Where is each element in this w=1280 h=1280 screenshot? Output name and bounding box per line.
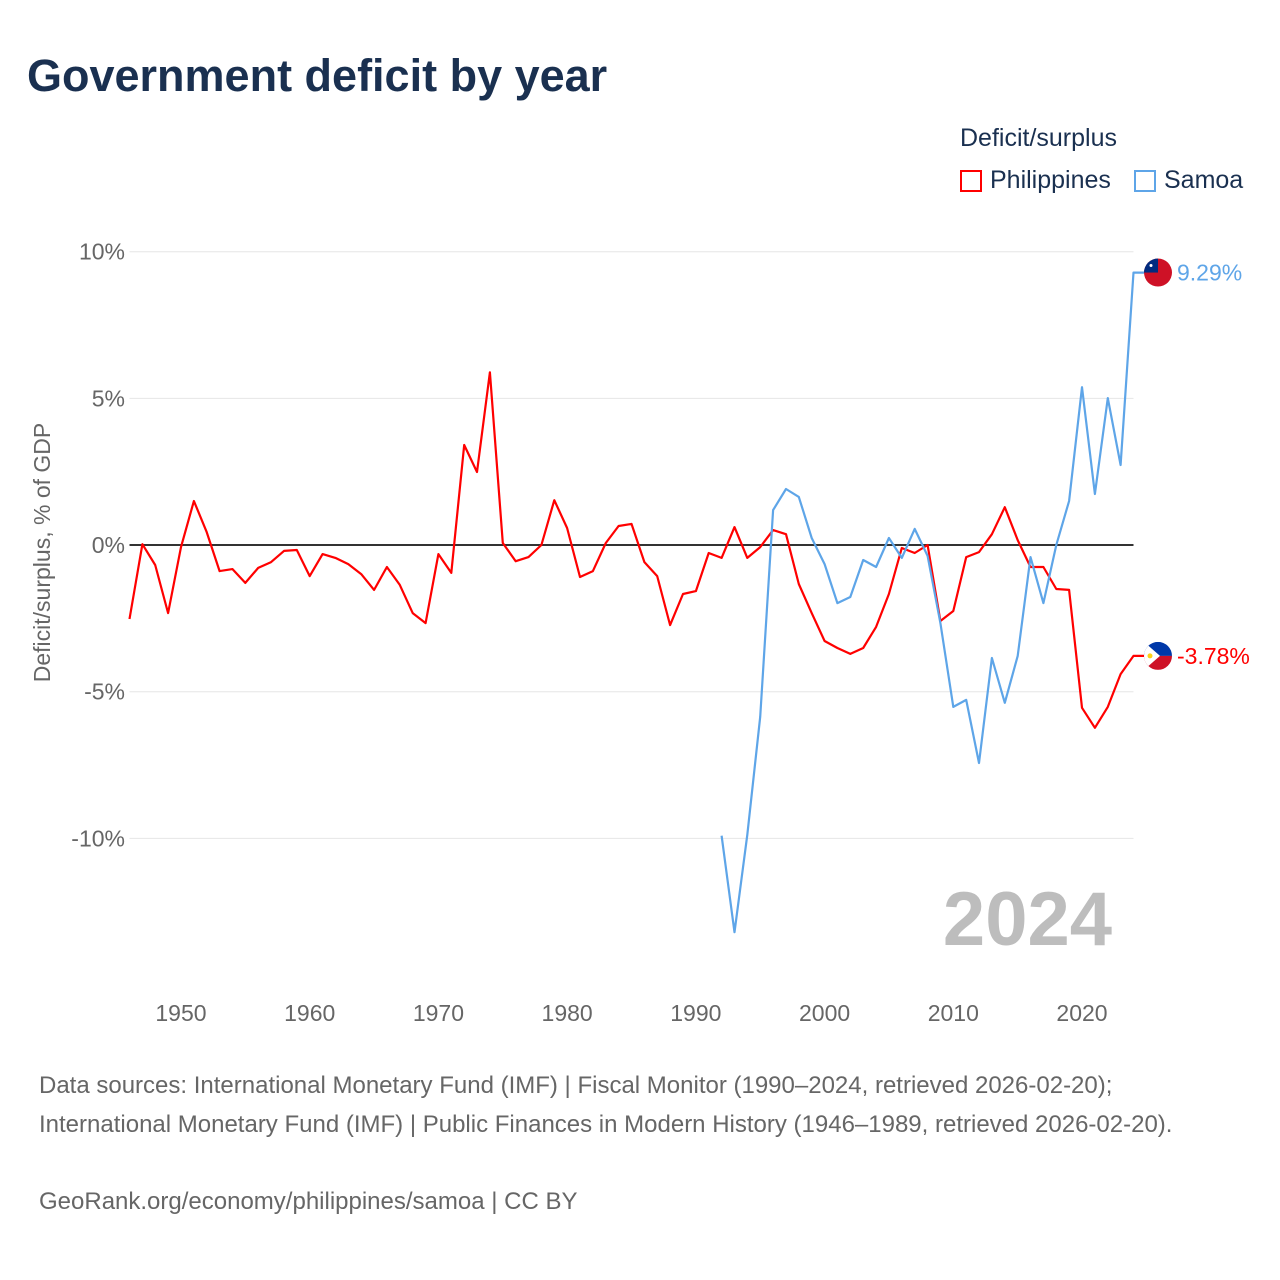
y-tick-label: -10% <box>71 825 125 851</box>
legend-swatch <box>1134 169 1156 192</box>
legend-swatch <box>960 169 982 192</box>
credit-link[interactable]: GeoRank.org/economy/philippines/samoa | … <box>39 1188 578 1215</box>
y-tick-label: 0% <box>92 532 125 558</box>
legend-label: Samoa <box>1164 166 1244 194</box>
y-tick-label: 10% <box>79 239 125 265</box>
samoa-flag-icon <box>1144 258 1172 287</box>
data-sources: Data sources: International Monetary Fun… <box>39 1072 1173 1138</box>
x-tick-label: 1950 <box>155 1000 206 1026</box>
y-axis-label: Deficit/surplus, % of GDP <box>29 423 55 682</box>
x-tick-label: 1980 <box>542 1000 593 1026</box>
end-value-label-samoa: 9.29% <box>1177 260 1242 286</box>
year-watermark: 2024 <box>943 877 1112 962</box>
x-tick-label: 1960 <box>284 1000 335 1026</box>
series-line-philippines <box>128 371 1146 729</box>
legend-item-samoa[interactable]: Samoa <box>1134 166 1243 195</box>
x-tick-label: 2020 <box>1056 1000 1107 1026</box>
y-tick-label: -5% <box>84 679 125 705</box>
x-tick-label: 2000 <box>799 1000 850 1026</box>
x-tick-label: 1990 <box>670 1000 721 1026</box>
y-tick-label: 5% <box>92 385 125 411</box>
x-tick-label: 2010 <box>928 1000 979 1026</box>
chart-title: Government deficit by year <box>27 50 608 101</box>
legend-title: Deficit/surplus <box>960 124 1117 152</box>
philippines-flag-icon <box>1144 641 1172 670</box>
legend-label: Philippines <box>990 166 1111 194</box>
x-tick-label: 1970 <box>413 1000 464 1026</box>
legend-item-philippines[interactable]: Philippines <box>960 166 1111 195</box>
end-value-label-philippines: -3.78% <box>1177 643 1250 669</box>
series-line-samoa <box>720 271 1146 934</box>
